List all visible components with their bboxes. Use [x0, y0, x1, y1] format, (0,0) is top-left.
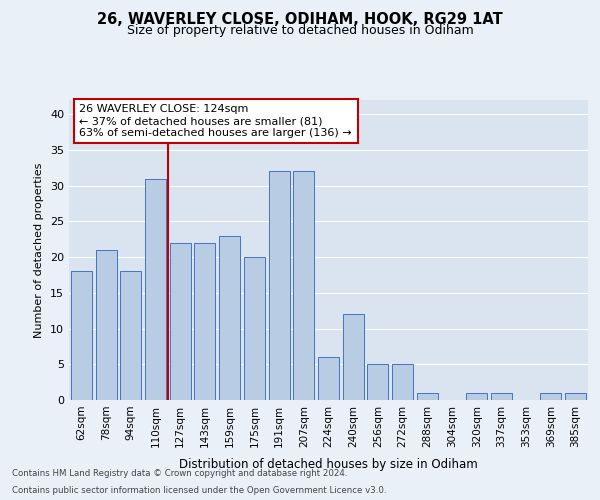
Text: Contains public sector information licensed under the Open Government Licence v3: Contains public sector information licen… [12, 486, 386, 495]
Text: 26 WAVERLEY CLOSE: 124sqm
← 37% of detached houses are smaller (81)
63% of semi-: 26 WAVERLEY CLOSE: 124sqm ← 37% of detac… [79, 104, 352, 138]
Bar [219, 236, 240, 400]
Text: Contains HM Land Registry data © Crown copyright and database right 2024.: Contains HM Land Registry data © Crown c… [12, 468, 347, 477]
Bar [417, 393, 438, 400]
Text: 26, WAVERLEY CLOSE, ODIHAM, HOOK, RG29 1AT: 26, WAVERLEY CLOSE, ODIHAM, HOOK, RG29 1… [97, 12, 503, 28]
Bar [392, 364, 413, 400]
Text: Size of property relative to detached houses in Odiham: Size of property relative to detached ho… [127, 24, 473, 37]
Y-axis label: Number of detached properties: Number of detached properties [34, 162, 44, 338]
Bar [71, 272, 92, 400]
Bar [466, 393, 487, 400]
Bar [491, 393, 512, 400]
Bar [293, 172, 314, 400]
Bar [343, 314, 364, 400]
Bar [269, 172, 290, 400]
Bar [541, 393, 562, 400]
Bar [145, 178, 166, 400]
Bar [367, 364, 388, 400]
Bar [170, 243, 191, 400]
Bar [194, 243, 215, 400]
Bar [318, 357, 339, 400]
X-axis label: Distribution of detached houses by size in Odiham: Distribution of detached houses by size … [179, 458, 478, 471]
Bar [244, 257, 265, 400]
Bar [95, 250, 116, 400]
Bar [565, 393, 586, 400]
Bar [120, 272, 141, 400]
